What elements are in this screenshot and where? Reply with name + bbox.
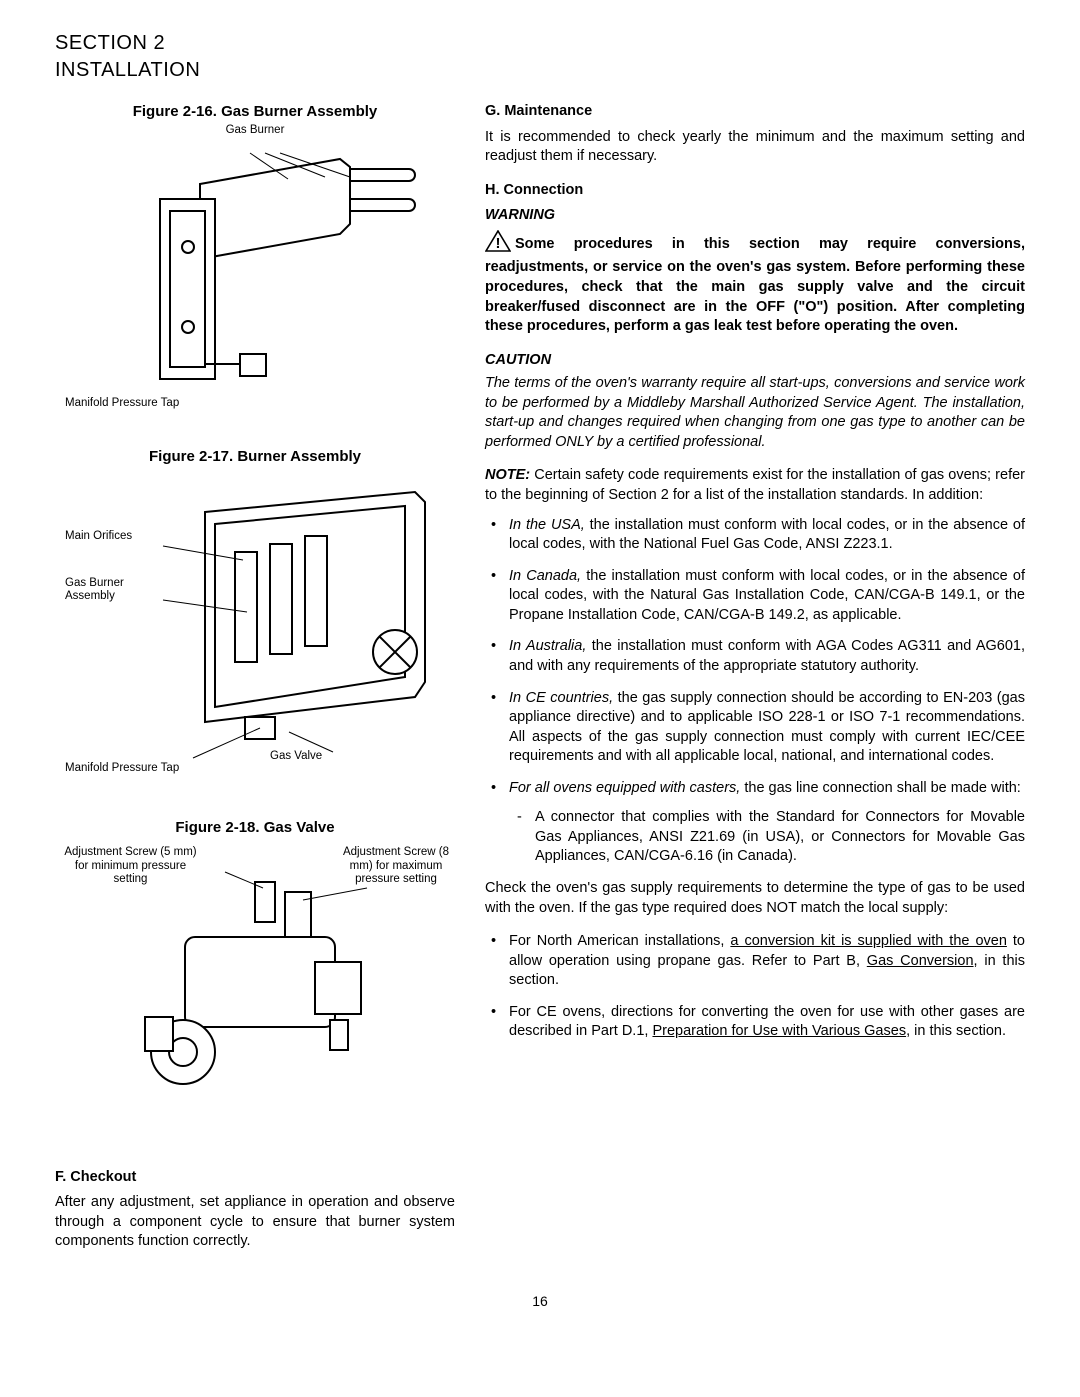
figure-title: Figure 2-18. Gas Valve [55,818,455,838]
figure-2-18: Figure 2-18. Gas Valve Adjustment Screw … [55,818,455,1132]
conversion-list: For North American installations, a conv… [485,932,1025,1042]
body-paragraph: After any adjustment, set appliance in o… [55,1193,455,1252]
mechanical-drawing-icon [90,139,420,399]
list-text: the installation must conform with local… [509,517,1025,553]
caution-text: The terms of the oven's warranty require… [485,374,1025,452]
figure-title: Figure 2-16. Gas Burner Assembly [55,102,455,122]
list-item: In Canada, the installation must conform… [509,567,1025,626]
gas-burner-diagram: Gas Burner [55,126,455,411]
svg-text:!: ! [496,235,501,252]
diagram-label: Gas Valve [270,750,322,764]
list-item: For all ovens equipped with casters, the… [509,779,1025,867]
underlined-text: a conversion kit is supplied with the ov… [730,933,1007,949]
warning-block: ! Some procedures in this section may re… [485,230,1025,337]
list-text: For North American installations, [509,933,730,949]
note-text: Certain safety code requirements exist f… [485,467,1025,503]
list-item: For CE ovens, directions for converting … [509,1003,1025,1042]
subsection-heading: H. Connection [485,181,1025,201]
caution-label: CAUTION [485,351,1025,371]
list-text: the gas line connection shall be made wi… [740,780,1021,796]
two-column-layout: Figure 2-16. Gas Burner Assembly Gas Bur… [55,102,1025,1266]
diagram-label: Manifold Pressure Tap [65,762,179,776]
diagram-label: Main Orifices [65,530,132,544]
note-lead: NOTE: [485,467,530,483]
note-block: NOTE: Certain safety code requirements e… [485,466,1025,505]
list-item: In the USA, the installation must confor… [509,516,1025,555]
list-lead: For all ovens equipped with casters, [509,780,740,796]
gas-valve-diagram: Adjustment Screw (5 mm) for minimum pres… [55,842,455,1132]
underlined-text: Gas Conversion [867,953,974,969]
burner-assembly-diagram: Main Orifices Gas Burner Assembly Gas Va… [55,472,455,782]
figure-2-16: Figure 2-16. Gas Burner Assembly Gas Bur… [55,102,455,411]
subsection-heading: F. Checkout [55,1168,455,1188]
underlined-text: Preparation for Use with Various Gases [652,1023,906,1039]
section-header: SECTION 2 INSTALLATION [55,30,1025,84]
mechanical-drawing-icon [85,852,425,1122]
warning-text: Some procedures in this section may requ… [485,236,1025,334]
list-lead: In Australia, [509,638,586,654]
body-paragraph: Check the oven's gas supply requirements… [485,879,1025,918]
diagram-label: Adjustment Screw (8 mm) for maximum pres… [341,846,451,887]
list-lead: In Canada, [509,568,581,584]
section-number: SECTION 2 [55,30,1025,57]
list-text: the installation must conform with local… [509,568,1025,623]
diagram-label: Adjustment Screw (5 mm) for minimum pres… [63,846,198,887]
mechanical-drawing-icon [75,482,435,772]
subsection-f: F. Checkout After any adjustment, set ap… [55,1168,455,1252]
figure-2-17: Figure 2-17. Burner Assembly Main Orific… [55,447,455,781]
list-text: , in this section. [906,1023,1006,1039]
page-number: 16 [55,1292,1025,1311]
list-lead: In CE countries, [509,690,613,706]
left-column: Figure 2-16. Gas Burner Assembly Gas Bur… [55,102,455,1266]
list-item: In CE countries, the gas supply connecti… [509,689,1025,767]
list-text: the installation must conform with AGA C… [509,638,1025,674]
body-paragraph: It is recommended to check yearly the mi… [485,128,1025,167]
list-item: For North American installations, a conv… [509,932,1025,991]
diagram-label: Gas Burner [226,124,285,138]
figure-title: Figure 2-17. Burner Assembly [55,447,455,467]
diagram-label: Gas Burner Assembly [65,577,124,605]
warning-triangle-icon: ! [485,230,511,259]
list-lead: In the USA, [509,517,585,533]
sub-list: A connector that complies with the Stand… [509,808,1025,867]
diagram-label: Manifold Pressure Tap [65,397,179,411]
right-column: G. Maintenance It is recommended to chec… [485,102,1025,1266]
warning-label: WARNING [485,206,1025,226]
list-item: A connector that complies with the Stand… [535,808,1025,867]
subsection-heading: G. Maintenance [485,102,1025,122]
requirements-list: In the USA, the installation must confor… [485,516,1025,867]
section-title: INSTALLATION [55,57,1025,84]
list-item: In Australia, the installation must conf… [509,637,1025,676]
